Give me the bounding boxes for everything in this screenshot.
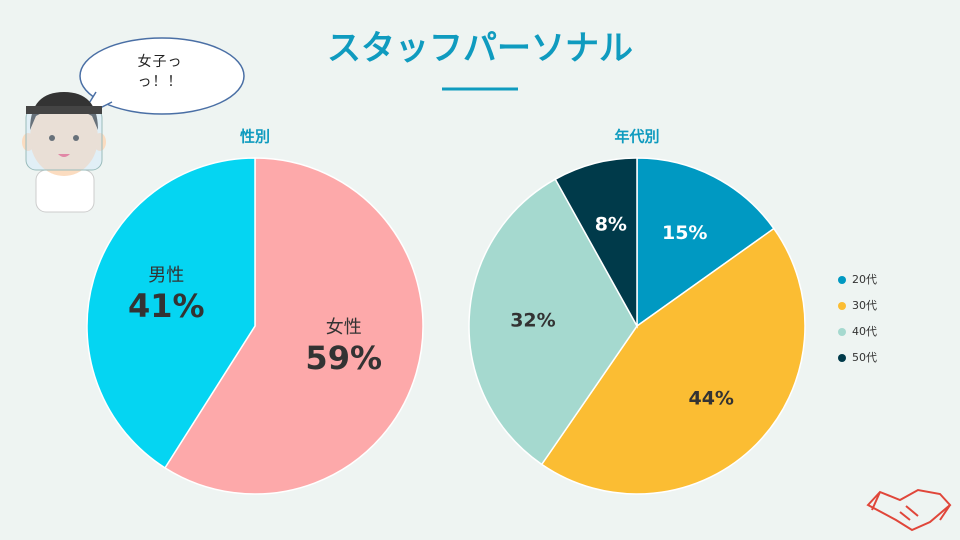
pie-slice [86,157,256,469]
chart-title: 性別 [240,128,270,146]
person-illustration [22,92,106,213]
legend-marker [838,328,846,336]
legend-label: 50代 [852,351,877,364]
data-label: 8% [595,214,627,236]
legend-marker [838,354,846,362]
data-label: 15% [662,222,707,244]
handshake-icon [866,488,952,532]
legend-marker [838,276,846,284]
pie-slice [540,227,806,495]
bubble-tail-cover [96,88,112,103]
legend-marker [838,302,846,310]
legend-label: 20代 [852,273,877,286]
slice-category: 男性 [148,265,184,286]
pie-slice [554,157,638,329]
speech-text: 女子っっ！！ [137,54,183,90]
data-label: 32% [510,310,555,332]
chart-title: 年代別 [614,128,659,146]
legend-label: 30代 [852,299,877,312]
pie-slice [163,157,424,495]
slice-category: 女性 [326,317,362,338]
page-title: スタッフパーソナル [327,29,633,69]
legend-label: 40代 [852,325,877,338]
data-label: 44% [688,388,733,410]
data-label: 59% [305,339,382,377]
data-label: 41% [128,287,205,325]
pie-slice [636,157,775,328]
speech-bubble [79,37,245,115]
pie-slice [468,178,638,466]
